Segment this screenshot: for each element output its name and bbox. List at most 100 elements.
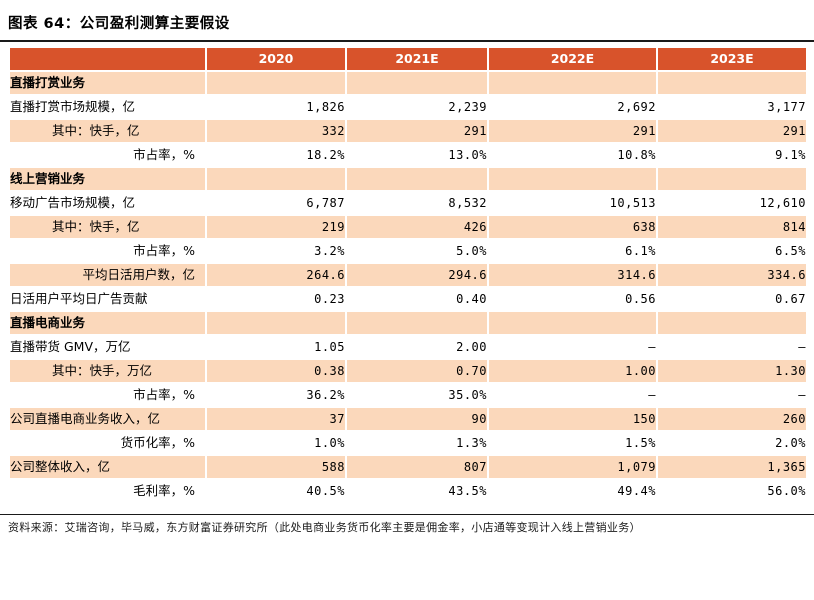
cell-value: 5.0%	[345, 238, 489, 264]
cell-value: 0.70	[345, 358, 489, 384]
table-header: 2020 2021E 2022E 2023E	[8, 46, 808, 72]
cell-value: 18.2%	[205, 142, 347, 168]
table-row: 市占率，% 36.2% 35.0% – –	[8, 382, 808, 408]
table-row: 线上营销业务	[8, 166, 808, 192]
cell-value: 36.2%	[205, 382, 347, 408]
cell-value: 150	[487, 406, 658, 432]
cell-value: 814	[656, 214, 808, 240]
cell-value	[205, 310, 347, 336]
table-row: 公司直播电商业务收入，亿 37 90 150 260	[8, 406, 808, 432]
table-row: 毛利率，% 40.5% 43.5% 49.4% 56.0%	[8, 478, 808, 504]
table-row: 市占率，% 18.2% 13.0% 10.8% 9.1%	[8, 142, 808, 168]
table-body: 直播打赏业务 直播打赏市场规模，亿 1,826 2,239 2,692 3,177 其中：快…	[8, 70, 808, 504]
cell-value: 1.5%	[487, 430, 658, 456]
table-row: 公司整体收入，亿 588 807 1,079 1,365	[8, 454, 808, 480]
report-figure-page: 图表 64：公司盈利测算主要假设 2020 2021E 2022E 2023E 直播打…	[0, 16, 814, 534]
cell-value: 291	[656, 118, 808, 144]
row-label: 其中：快手，万亿	[8, 358, 207, 384]
cell-value: 13.0%	[345, 142, 489, 168]
cell-value	[205, 70, 347, 96]
cell-value	[656, 166, 808, 192]
table-row: 其中：快手，亿 332 291 291 291	[8, 118, 808, 144]
cell-value: 219	[205, 214, 347, 240]
cell-value: 294.6	[345, 262, 489, 288]
cell-value: –	[656, 382, 808, 408]
cell-value: 426	[345, 214, 489, 240]
cell-value: 334.6	[656, 262, 808, 288]
cell-value: 0.23	[205, 286, 347, 312]
row-label: 公司直播电商业务收入，亿	[8, 406, 207, 432]
row-label: 直播打赏市场规模，亿	[8, 94, 207, 120]
header-label-cell	[8, 46, 207, 72]
table-row: 货币化率，% 1.0% 1.3% 1.5% 2.0%	[8, 430, 808, 456]
cell-value: 332	[205, 118, 347, 144]
table-row: 直播电商业务	[8, 310, 808, 336]
header-row: 2020 2021E 2022E 2023E	[8, 46, 808, 72]
cell-value: 1.0%	[205, 430, 347, 456]
cell-value: 2.00	[345, 334, 489, 360]
cell-value: 2,239	[345, 94, 489, 120]
figure-title: 图表 64：公司盈利测算主要假设	[8, 16, 230, 32]
row-label: 直播带货 GMV，万亿	[8, 334, 207, 360]
table-row: 其中：快手，亿 219 426 638 814	[8, 214, 808, 240]
table-row: 其中：快手，万亿 0.38 0.70 1.00 1.30	[8, 358, 808, 384]
cell-value: 56.0%	[656, 478, 808, 504]
cell-value: 35.0%	[345, 382, 489, 408]
row-label: 市占率，%	[8, 142, 207, 168]
row-label: 公司整体收入，亿	[8, 454, 207, 480]
row-label: 线上营销业务	[8, 166, 207, 192]
column-header-2020: 2020	[205, 46, 347, 72]
table-row: 移动广告市场规模，亿 6,787 8,532 10,513 12,610	[8, 190, 808, 216]
row-label: 其中：快手，亿	[8, 214, 207, 240]
cell-value: 90	[345, 406, 489, 432]
row-label: 货币化率，%	[8, 430, 207, 456]
table-row: 直播打赏业务	[8, 70, 808, 96]
cell-value: 2.0%	[656, 430, 808, 456]
cell-value: 807	[345, 454, 489, 480]
cell-value	[487, 310, 658, 336]
cell-value: 1,826	[205, 94, 347, 120]
assumptions-table: 2020 2021E 2022E 2023E 直播打赏业务 直播打赏市场规模，亿 1,82…	[8, 46, 808, 504]
footer-divider	[0, 514, 814, 515]
cell-value: 0.40	[345, 286, 489, 312]
cell-value	[205, 166, 347, 192]
table-row: 直播带货 GMV，万亿 1.05 2.00– –	[8, 334, 808, 360]
cell-value: 260	[656, 406, 808, 432]
row-label: 毛利率，%	[8, 478, 207, 504]
cell-value: 6,787	[205, 190, 347, 216]
cell-value	[656, 310, 808, 336]
table-row: 市占率，% 3.2% 5.0% 6.1% 6.5%	[8, 238, 808, 264]
cell-value: 9.1%	[656, 142, 808, 168]
cell-value: 291	[487, 118, 658, 144]
cell-value: –	[656, 334, 808, 360]
row-label: 平均日活用户数，亿	[8, 262, 207, 288]
cell-value	[345, 310, 489, 336]
column-header-2023E: 2023E	[656, 46, 808, 72]
cell-value: 6.5%	[656, 238, 808, 264]
row-label: 日活用户平均日广告贡献	[8, 286, 207, 312]
cell-value: 264.6	[205, 262, 347, 288]
table-row: 日活用户平均日广告贡献 0.23 0.40 0.56 0.67	[8, 286, 808, 312]
cell-value: 1,365	[656, 454, 808, 480]
cell-value: 314.6	[487, 262, 658, 288]
cell-value: –	[487, 382, 658, 408]
cell-value: 3.2%	[205, 238, 347, 264]
cell-value: 1,079	[487, 454, 658, 480]
cell-value: 588	[205, 454, 347, 480]
cell-value: 2,692	[487, 94, 658, 120]
row-label: 直播电商业务	[8, 310, 207, 336]
source-note: 资料来源：艾瑞咨询，毕马威，东方财富证券研究所（此处电商业务货币化率主要是佣金率…	[8, 521, 641, 534]
cell-value: 10.8%	[487, 142, 658, 168]
cell-value: 638	[487, 214, 658, 240]
title-divider	[0, 40, 814, 42]
row-label: 其中：快手，亿	[8, 118, 207, 144]
cell-value: 8,532	[345, 190, 489, 216]
cell-value: 0.67	[656, 286, 808, 312]
cell-value: 1.00	[487, 358, 658, 384]
row-label: 直播打赏业务	[8, 70, 207, 96]
column-header-2022E: 2022E	[487, 46, 658, 72]
cell-value: 40.5%	[205, 478, 347, 504]
cell-value: 43.5%	[345, 478, 489, 504]
cell-value: 1.3%	[345, 430, 489, 456]
column-header-2021E: 2021E	[345, 46, 489, 72]
